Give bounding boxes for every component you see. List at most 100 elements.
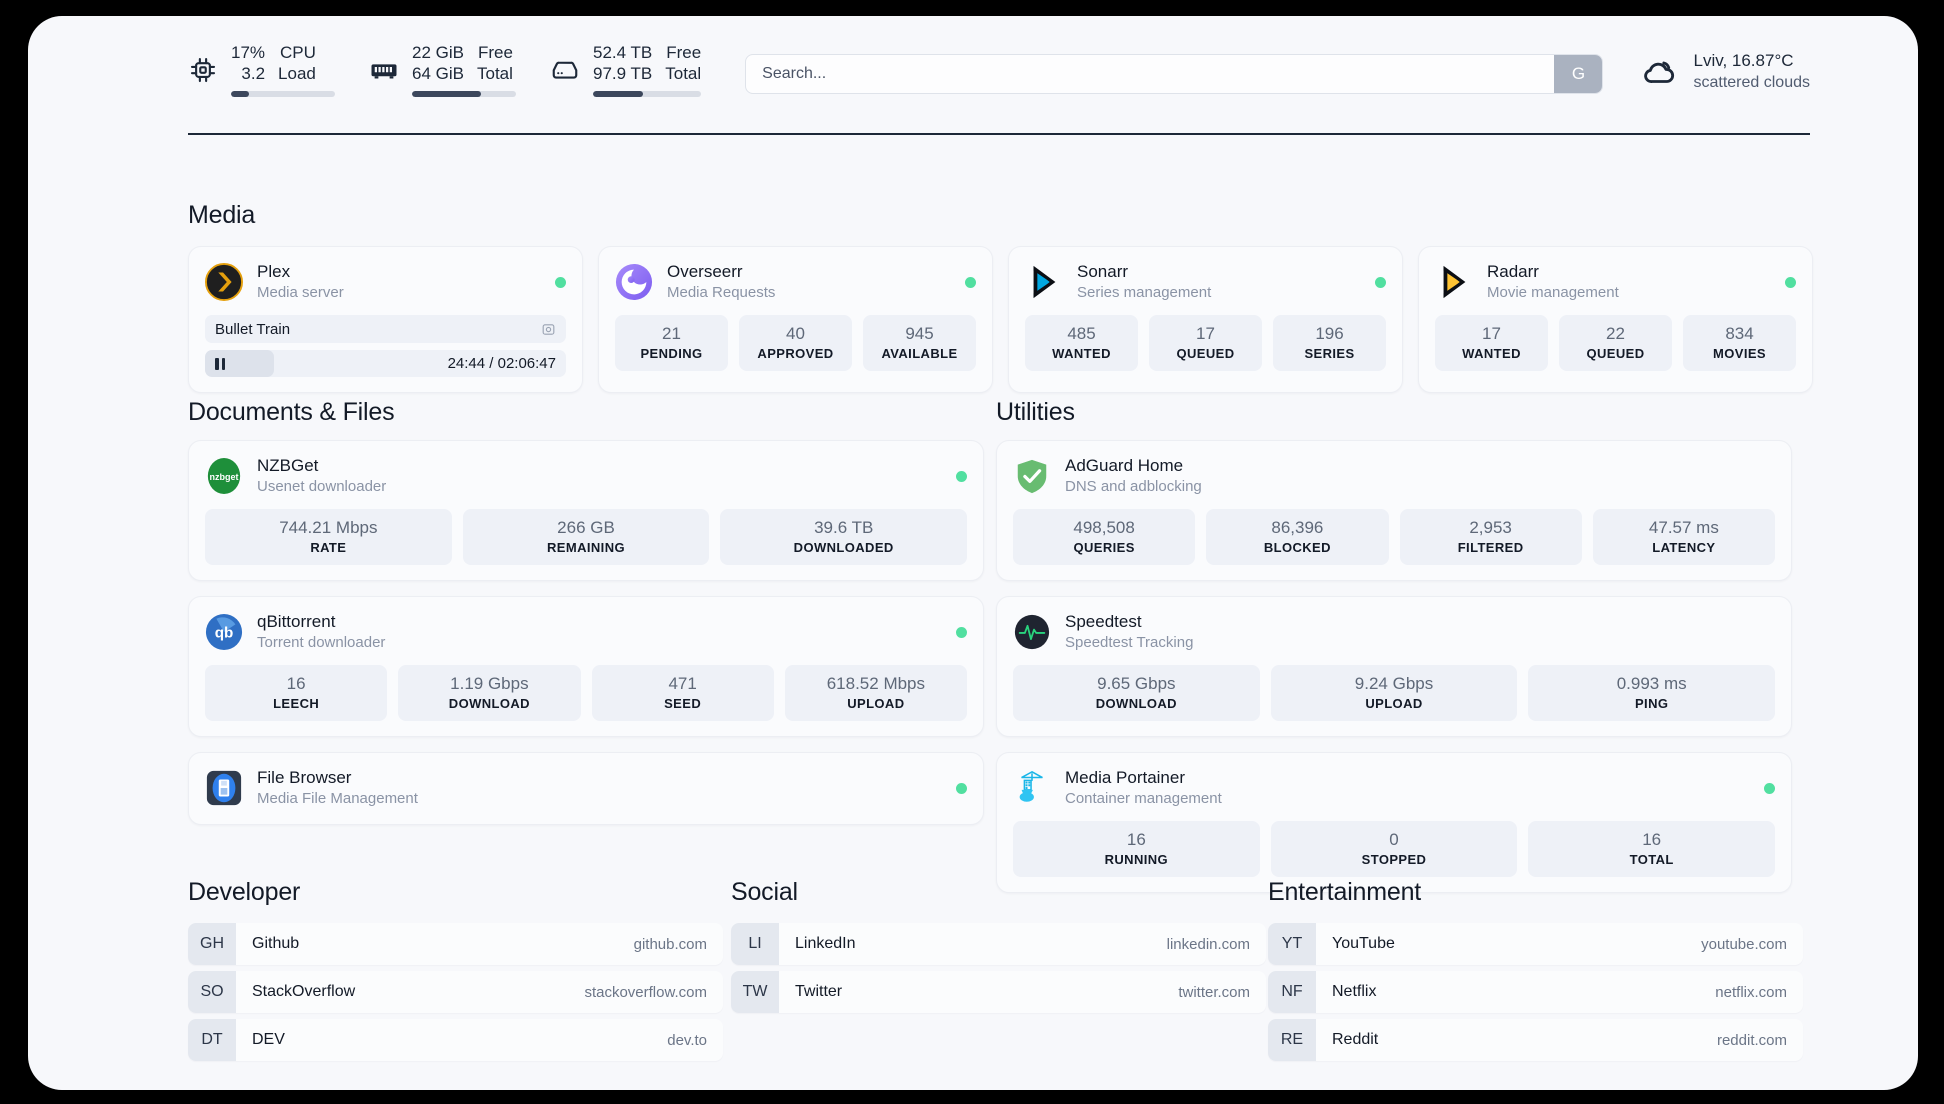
bookmark-item[interactable]: NF Netflix netflix.com: [1268, 971, 1803, 1013]
stat-label: WANTED: [1462, 346, 1521, 361]
stat-tiles: 485 WANTED 17 QUEUED 196 SERIES: [1025, 315, 1386, 371]
service-card-file-browser[interactable]: File Browser Media File Management: [188, 752, 984, 825]
stat-value: 0: [1389, 830, 1399, 849]
bookmark-abbr: YT: [1268, 923, 1316, 965]
stat-value: 16: [1126, 830, 1146, 849]
stat-tile: 16 TOTAL: [1528, 821, 1776, 877]
bookmark-item[interactable]: DT DEV dev.to: [188, 1019, 723, 1061]
bookmark-url: stackoverflow.com: [584, 983, 707, 1001]
stat-value: 266 GB: [557, 518, 615, 537]
card-header: Radarr Movie management: [1435, 261, 1796, 303]
service-name: Speedtest: [1065, 612, 1142, 631]
now-playing-title: Bullet Train: [215, 320, 291, 338]
dashboard-page: 17% 3.2 CPU Load 22 GiB 64 GiB Free Total 52.4 T…: [28, 16, 1918, 1090]
filebrowser-icon: [205, 769, 243, 807]
bookmark-item[interactable]: GH Github github.com: [188, 923, 723, 965]
utilities-column: AdGuard Home DNS and adblocking 498,508 QUE…: [996, 440, 1792, 893]
stat-value: 16: [286, 674, 306, 693]
stat-tile: 498,508 QUERIES: [1013, 509, 1196, 565]
card-title-block: File Browser Media File Management: [257, 767, 418, 809]
service-name: NZBGet: [257, 456, 319, 475]
section-title-utilities: Utilities: [996, 398, 1075, 426]
search-bar[interactable]: G: [745, 54, 1604, 94]
status-indicator: [1785, 276, 1796, 288]
service-description: Container management: [1065, 790, 1222, 807]
bookmark-url: dev.to: [667, 1031, 707, 1049]
resource-stats: 17% 3.2 CPU Load 22 GiB 64 GiB Free Total 52.4 T…: [188, 42, 735, 97]
stat-value: 1.19 Gbps: [450, 674, 529, 693]
stat-tiles: 16 RUNNING 0 STOPPED 16 TOTAL: [1013, 821, 1776, 877]
now-playing-progress[interactable]: 24:44 / 02:06:47: [205, 350, 566, 377]
service-card-media-portainer[interactable]: Media Portainer Container management 16 RUN…: [996, 752, 1792, 893]
resource-usage-bar: [593, 91, 702, 97]
stat-value: 196: [1315, 324, 1344, 343]
service-card-nzbget[interactable]: nzbget NZBGet Usenet downloader 744.21 Mbps…: [188, 440, 984, 581]
weather-location-temp: Lviv, 16.87°C: [1693, 51, 1794, 70]
service-card-overseerr[interactable]: Overseerr Media Requests 21 PENDING 40 APPROV…: [598, 246, 993, 393]
header-bar: 17% 3.2 CPU Load 22 GiB 64 GiB Free Total 52.4 T…: [188, 42, 1810, 130]
resource-value-line: 3.2: [241, 64, 266, 83]
bookmark-abbr: TW: [731, 971, 779, 1013]
stat-label: STOPPED: [1361, 852, 1427, 867]
card-header: Speedtest Speedtest Tracking: [1013, 611, 1775, 653]
service-description: Media File Management: [257, 790, 418, 807]
now-playing-title-row: Bullet Train: [205, 315, 566, 343]
documents-column: nzbget NZBGet Usenet downloader 744.21 Mbps…: [188, 440, 984, 825]
service-description: Movie management: [1487, 284, 1619, 301]
bookmark-item[interactable]: TW Twitter twitter.com: [731, 971, 1266, 1013]
pause-icon[interactable]: [215, 357, 225, 370]
media-card-row: Plex Media server Bullet Train 24:44 / 02:0…: [188, 246, 1813, 393]
service-description: Media server: [257, 284, 344, 301]
stat-tile: 16 RUNNING: [1013, 821, 1260, 877]
stat-tile: 1.19 Gbps DOWNLOAD: [398, 665, 581, 721]
service-name: qBittorrent: [257, 612, 336, 631]
cast-icon[interactable]: [541, 322, 556, 337]
stat-label: AVAILABLE: [881, 346, 958, 361]
bookmark-abbr: DT: [188, 1019, 236, 1061]
stat-label: TOTAL: [1629, 852, 1674, 867]
bookmark-item[interactable]: LI LinkedIn linkedin.com: [731, 923, 1266, 965]
resource-value-line: 52.4 TB: [593, 43, 653, 62]
card-title-block: Radarr Movie management: [1487, 261, 1619, 303]
resource-label-line: Load: [278, 64, 316, 83]
service-description: Series management: [1077, 284, 1212, 301]
card-header: Media Portainer Container management: [1013, 767, 1775, 809]
bookmark-name: Twitter: [795, 983, 843, 1000]
service-name: Plex: [257, 262, 291, 281]
bookmark-item[interactable]: SO StackOverflow stackoverflow.com: [188, 971, 723, 1013]
service-card-sonarr[interactable]: Sonarr Series management 485 WANTED 17 QUEUED…: [1008, 246, 1403, 393]
search-input[interactable]: [746, 55, 1555, 93]
stat-tile: 40 APPROVED: [739, 315, 852, 371]
service-card-qbittorrent[interactable]: qb qBittorrent Torrent downloader 16 LEECH 1.…: [188, 596, 984, 737]
resource-label-line: Free: [477, 43, 513, 62]
service-card-plex[interactable]: Plex Media server Bullet Train 24:44 / 02:0…: [188, 246, 583, 393]
service-card-adguard-home[interactable]: AdGuard Home DNS and adblocking 498,508 QUE…: [996, 440, 1792, 581]
card-header: Overseerr Media Requests: [615, 261, 976, 303]
bookmark-item[interactable]: RE Reddit reddit.com: [1268, 1019, 1803, 1061]
header-divider: [188, 133, 1810, 135]
stat-value: 39.6 TB: [814, 518, 874, 537]
service-description: Usenet downloader: [257, 478, 387, 495]
stat-label: BLOCKED: [1263, 540, 1331, 555]
stat-value: 2,953: [1469, 518, 1512, 537]
service-card-speedtest[interactable]: Speedtest Speedtest Tracking 9.65 Gbps DOWN…: [996, 596, 1792, 737]
cpu-icon: [188, 55, 218, 85]
bookmark-name: DEV: [252, 1031, 285, 1048]
svg-text:qb: qb: [215, 625, 234, 642]
bookmark-abbr: SO: [188, 971, 236, 1013]
bookmark-item[interactable]: YT YouTube youtube.com: [1268, 923, 1803, 965]
card-title-block: qBittorrent Torrent downloader: [257, 611, 385, 653]
card-title-block: Overseerr Media Requests: [667, 261, 775, 303]
stat-value: 17: [1196, 324, 1215, 343]
stat-value: 47.57 ms: [1648, 518, 1719, 537]
stat-label: RATE: [310, 540, 347, 555]
card-header: File Browser Media File Management: [205, 767, 967, 809]
search-engine-button[interactable]: G: [1554, 55, 1603, 93]
stat-label: RUNNING: [1104, 852, 1169, 867]
stat-tiles: 498,508 QUERIES 86,396 BLOCKED 2,953 FILTERED…: [1013, 509, 1775, 565]
service-description: Media Requests: [667, 284, 776, 301]
service-card-radarr[interactable]: Radarr Movie management 17 WANTED 22 QUEUED 83…: [1418, 246, 1813, 393]
now-playing-time: 24:44 / 02:06:47: [447, 355, 556, 372]
stat-tiles: 9.65 Gbps DOWNLOAD 9.24 Gbps UPLOAD 0.993 ms…: [1013, 665, 1776, 721]
stat-tile: 47.57 ms LATENCY: [1592, 509, 1775, 565]
